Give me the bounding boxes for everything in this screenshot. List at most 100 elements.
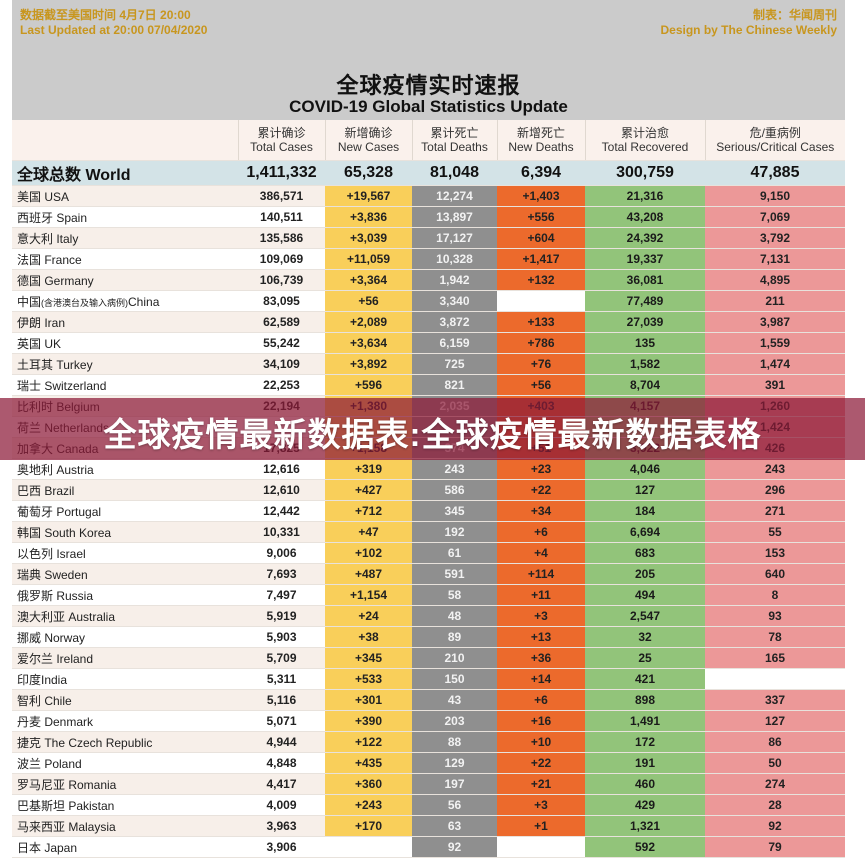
cell-new-deaths: +604 — [497, 227, 585, 249]
cell-total-cases: 4,944 — [238, 731, 325, 753]
page-title-cn: 全球疫情实时速报 — [336, 73, 521, 98]
cell-serious: 640 — [705, 563, 845, 585]
cell-total-deaths: 586 — [412, 479, 497, 501]
cell-total-deaths: 56 — [412, 794, 497, 816]
cell-new-cases: +487 — [325, 563, 412, 585]
cell-new-cases: +345 — [325, 647, 412, 669]
cell-new-deaths — [497, 836, 585, 858]
country-name: 澳大利亚 Australia — [12, 605, 238, 627]
table-row: 以色列 Israel 9,006 +102 61 +4 683 153 — [12, 542, 845, 564]
cell-serious: 391 — [705, 374, 845, 396]
table-row: 英国 UK 55,242 +3,634 6,159 +786 135 1,559 — [12, 332, 845, 354]
cell-total-cases: 9,006 — [238, 542, 325, 564]
world-total-cases: 1,411,332 — [238, 160, 325, 186]
cell-total-recovered: 898 — [585, 689, 705, 711]
cell-total-cases: 12,616 — [238, 458, 325, 480]
cell-new-cases: +170 — [325, 815, 412, 837]
column-header-new-deaths: 新增死亡 New Deaths — [496, 120, 585, 161]
cell-serious: 78 — [705, 626, 845, 648]
cell-serious: 9,150 — [705, 185, 845, 207]
cell-total-deaths: 725 — [412, 353, 497, 375]
cell-total-cases: 5,919 — [238, 605, 325, 627]
cell-total-cases: 12,610 — [238, 479, 325, 501]
cell-new-deaths: +1,417 — [497, 248, 585, 270]
cell-new-deaths: +16 — [497, 710, 585, 732]
cell-serious: 4,895 — [705, 269, 845, 291]
cell-new-deaths: +132 — [497, 269, 585, 291]
cell-total-cases: 22,253 — [238, 374, 325, 396]
cell-new-cases: +712 — [325, 500, 412, 522]
cell-new-cases: +533 — [325, 668, 412, 690]
country-name: 爱尔兰 Ireland — [12, 647, 238, 669]
cell-total-deaths: 61 — [412, 542, 497, 564]
country-name: 马来西亚 Malaysia — [12, 815, 238, 837]
country-name: 巴西 Brazil — [12, 479, 238, 501]
country-name: 土耳其 Turkey — [12, 353, 238, 375]
cell-new-deaths — [497, 290, 585, 312]
cell-total-cases: 5,709 — [238, 647, 325, 669]
cell-serious: 92 — [705, 815, 845, 837]
cell-serious: 7,069 — [705, 206, 845, 228]
cell-new-cases: +11,059 — [325, 248, 412, 270]
cell-total-recovered: 43,208 — [585, 206, 705, 228]
country-name: 俄罗斯 Russia — [12, 584, 238, 606]
country-name: 捷克 The Czech Republic — [12, 731, 238, 753]
cell-total-deaths: 6,159 — [412, 332, 497, 354]
cell-serious: 165 — [705, 647, 845, 669]
cell-total-deaths: 1,942 — [412, 269, 497, 291]
cell-new-deaths: +3 — [497, 605, 585, 627]
table-row: 日本 Japan 3,906 92 592 79 — [12, 836, 845, 858]
cell-new-cases: +2,089 — [325, 311, 412, 333]
cell-total-recovered: 1,321 — [585, 815, 705, 837]
table-row: 波兰 Poland 4,848 +435 129 +22 191 50 — [12, 752, 845, 774]
cell-new-deaths: +21 — [497, 773, 585, 795]
table-row: 葡萄牙 Portugal 12,442 +712 345 +34 184 271 — [12, 500, 845, 522]
cell-total-recovered: 32 — [585, 626, 705, 648]
cell-total-recovered: 460 — [585, 773, 705, 795]
column-header-serious: 危/重病例 Serious/Critical Cases — [704, 120, 845, 161]
cell-total-deaths: 58 — [412, 584, 497, 606]
cell-total-recovered: 6,694 — [585, 521, 705, 543]
cell-serious: 274 — [705, 773, 845, 795]
country-name: 丹麦 Denmark — [12, 710, 238, 732]
cell-new-cases: +3,634 — [325, 332, 412, 354]
cell-total-recovered: 1,491 — [585, 710, 705, 732]
cell-total-cases: 3,963 — [238, 815, 325, 837]
table-row: 捷克 The Czech Republic 4,944 +122 88 +10 172 86 — [12, 731, 845, 753]
country-name: 罗马尼亚 Romania — [12, 773, 238, 795]
cell-total-recovered: 683 — [585, 542, 705, 564]
cell-serious: 1,474 — [705, 353, 845, 375]
cell-total-deaths: 63 — [412, 815, 497, 837]
cell-total-deaths: 3,340 — [412, 290, 497, 312]
table-header-row: 累计确诊 Total Cases 新增确诊 New Cases 累计死亡 Total … — [12, 120, 845, 161]
design-credit-en: Design by The Chinese Weekly — [660, 23, 837, 37]
cell-total-cases: 5,116 — [238, 689, 325, 711]
design-credit-cn: 制表：华闻周刊 — [752, 8, 837, 22]
world-new-deaths: 6,394 — [497, 160, 585, 186]
cell-total-recovered: 135 — [585, 332, 705, 354]
cell-new-deaths: +1,403 — [497, 185, 585, 207]
cell-total-recovered: 36,081 — [585, 269, 705, 291]
world-new-cases: 65,328 — [325, 160, 412, 186]
cell-total-cases: 140,511 — [238, 206, 325, 228]
cell-total-cases: 34,109 — [238, 353, 325, 375]
cell-new-cases: +435 — [325, 752, 412, 774]
cell-serious: 7,131 — [705, 248, 845, 270]
cell-new-deaths: +114 — [497, 563, 585, 585]
cell-new-cases: +243 — [325, 794, 412, 816]
table-row: 巴基斯坦 Pakistan 4,009 +243 56 +3 429 28 — [12, 794, 845, 816]
table-row: 澳大利亚 Australia 5,919 +24 48 +3 2,547 93 — [12, 605, 845, 627]
cell-serious: 55 — [705, 521, 845, 543]
cell-total-cases: 62,589 — [238, 311, 325, 333]
world-serious: 47,885 — [705, 160, 845, 186]
cell-total-recovered: 205 — [585, 563, 705, 585]
cell-new-cases: +24 — [325, 605, 412, 627]
cell-total-recovered: 21,316 — [585, 185, 705, 207]
cell-serious: 127 — [705, 710, 845, 732]
country-name: 巴基斯坦 Pakistan — [12, 794, 238, 816]
country-name-note: (含港澳台及输入病例) — [41, 297, 129, 308]
cell-serious — [705, 668, 845, 690]
cell-total-deaths: 12,274 — [412, 185, 497, 207]
cell-total-cases: 386,571 — [238, 185, 325, 207]
country-name: 德国 Germany — [12, 269, 238, 291]
